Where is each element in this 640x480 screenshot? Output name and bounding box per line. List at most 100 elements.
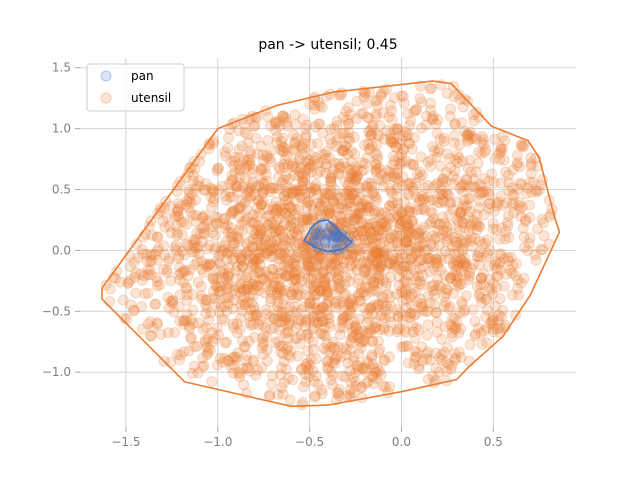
scatter-point-utensil	[417, 202, 429, 214]
scatter-point-utensil	[279, 190, 290, 202]
scatter-point-utensil	[329, 357, 341, 369]
scatter-point-utensil	[272, 224, 284, 236]
scatter-point-utensil	[252, 148, 264, 160]
scatter-point-utensil	[128, 304, 140, 316]
scatter-point-utensil	[320, 189, 332, 201]
scatter-point-utensil	[422, 305, 434, 317]
scatter-point-utensil	[235, 312, 247, 324]
scatter-point-utensil	[330, 190, 342, 201]
scatter-point-utensil	[178, 264, 190, 276]
scatter-point-utensil	[198, 184, 210, 196]
scatter-point-utensil	[189, 183, 201, 195]
scatter-point-utensil	[312, 310, 323, 322]
scatter-point-utensil	[303, 261, 315, 273]
scatter-point-utensil	[520, 214, 532, 225]
scatter-point-utensil	[235, 282, 247, 294]
scatter-point-utensil	[353, 258, 365, 270]
scatter-point-utensil	[453, 327, 465, 339]
scatter-point-utensil	[332, 281, 344, 293]
scatter-point-utensil	[515, 277, 527, 289]
scatter-point-pan	[326, 230, 338, 242]
scatter-point-utensil	[202, 333, 214, 345]
scatter-point-utensil	[258, 178, 270, 190]
scatter-point-utensil	[311, 168, 323, 180]
scatter-point-utensil	[147, 322, 159, 334]
scatter-point-utensil	[398, 197, 410, 209]
scatter-point-utensil	[145, 250, 157, 262]
scatter-point-utensil	[375, 260, 387, 271]
scatter-point-utensil	[296, 214, 308, 226]
scatter-point-utensil	[404, 254, 416, 266]
scatter-point-utensil	[518, 231, 530, 243]
scatter-point-utensil	[500, 319, 512, 331]
scatter-point-utensil	[427, 207, 439, 219]
scatter-point-utensil	[254, 259, 266, 271]
scatter-point-utensil	[450, 270, 462, 282]
scatter-point-utensil	[202, 347, 214, 359]
scatter-point-utensil	[500, 268, 512, 280]
scatter-point-utensil	[175, 200, 187, 212]
scatter-point-utensil	[247, 177, 259, 189]
scatter-point-utensil	[399, 275, 411, 287]
scatter-point-utensil	[497, 199, 509, 211]
scatter-point-utensil	[348, 214, 360, 226]
scatter-point-utensil	[392, 124, 404, 135]
scatter-point-utensil	[400, 293, 412, 305]
scatter-point-utensil	[169, 242, 181, 254]
scatter-point-utensil	[282, 325, 294, 337]
scatter-point-utensil	[294, 154, 306, 166]
scatter-point-utensil	[239, 196, 251, 208]
scatter-point-utensil	[511, 149, 523, 161]
scatter-point-utensil	[249, 228, 261, 240]
scatter-point-utensil	[296, 142, 308, 154]
scatter-point-utensil	[318, 183, 330, 195]
scatter-point-utensil	[475, 279, 487, 291]
scatter-point-utensil	[494, 249, 506, 261]
scatter-point-utensil	[326, 169, 338, 181]
scatter-point-utensil	[198, 221, 210, 233]
scatter-point-utensil	[222, 142, 234, 154]
scatter-point-utensil	[306, 232, 318, 244]
scatter-point-utensil	[444, 301, 456, 313]
scatter-point-utensil	[278, 239, 290, 251]
scatter-point-utensil	[383, 351, 395, 363]
scatter-point-utensil	[297, 221, 309, 233]
scatter-point-utensil	[344, 197, 356, 209]
scatter-point-utensil	[437, 194, 449, 206]
scatter-point-utensil	[507, 197, 519, 209]
scatter-point-utensil	[386, 258, 397, 270]
scatter-point-utensil	[262, 219, 273, 231]
scatter-point-utensil	[414, 245, 426, 257]
scatter-point-utensil	[195, 281, 207, 292]
scatter-point-utensil	[479, 238, 491, 249]
scatter-point-utensil	[439, 270, 451, 281]
scatter-point-utensil	[463, 129, 475, 141]
scatter-point-utensil	[204, 239, 215, 251]
scatter-point-utensil	[159, 221, 171, 233]
scatter-point-utensil	[355, 287, 367, 299]
scatter-point-utensil	[274, 200, 286, 212]
scatter-point-utensil	[459, 234, 471, 246]
scatter-point-utensil	[457, 217, 469, 229]
scatter-point-utensil	[268, 251, 280, 262]
scatter-point-utensil	[248, 301, 260, 313]
scatter-point-utensil	[288, 217, 300, 229]
scatter-point-utensil	[273, 253, 285, 265]
scatter-point-utensil	[298, 381, 310, 393]
scatter-point-utensil	[336, 370, 348, 382]
scatter-point-utensil	[300, 250, 312, 262]
scatter-point-utensil	[197, 211, 209, 223]
scatter-point-utensil	[328, 123, 340, 135]
scatter-point-utensil	[373, 225, 385, 237]
scatter-point-utensil	[489, 153, 501, 164]
scatter-point-utensil	[326, 201, 338, 213]
scatter-point-utensil	[335, 89, 347, 101]
scatter-point-utensil	[472, 157, 484, 169]
scatter-point-utensil	[403, 230, 415, 242]
scatter-point-utensil	[496, 131, 508, 143]
scatter-point-utensil	[430, 347, 442, 359]
scatter-point-utensil	[401, 277, 413, 289]
scatter-point-utensil	[487, 319, 499, 331]
scatter-point-utensil	[242, 283, 254, 295]
scatter-point-utensil	[321, 256, 333, 268]
